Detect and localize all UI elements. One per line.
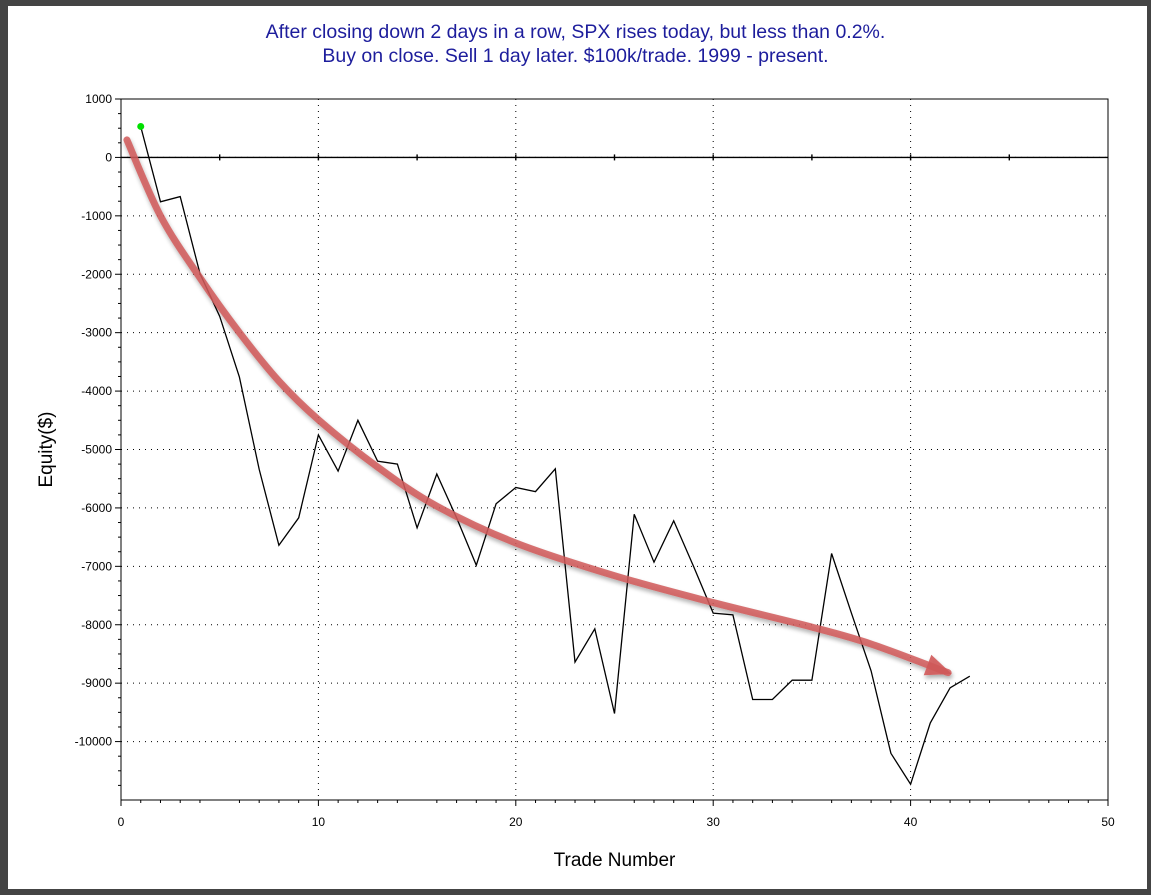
y-tick-label: -7000 xyxy=(81,559,112,573)
start-point-marker xyxy=(137,122,145,130)
equity-line xyxy=(140,126,971,786)
y-tick-label: -2000 xyxy=(81,267,112,281)
x-tick-label: 40 xyxy=(904,815,918,829)
series-layer xyxy=(137,122,971,786)
y-tick-label: 1000 xyxy=(85,92,112,106)
axes: 0 10 20 30 40 50 1000 0 -1000 -2000 -3000 -4000 -500… xyxy=(75,92,1115,829)
chart-title-line-2: Buy on close. Sell 1 day later. $100k/tr… xyxy=(322,45,829,67)
x-tick-label: 10 xyxy=(312,815,326,829)
y-tick-label: -1000 xyxy=(81,209,112,223)
trend-arrow xyxy=(123,136,952,677)
x-tick-label: 20 xyxy=(509,815,523,829)
chart-title: After closing down 2 days in a row, SPX … xyxy=(0,20,1151,68)
x-tick-label: 50 xyxy=(1101,815,1115,829)
y-tick-label: -5000 xyxy=(81,443,112,457)
trend-arrow-layer xyxy=(123,136,952,677)
y-tick-label: -10000 xyxy=(75,735,113,749)
y-tick-label: -9000 xyxy=(81,676,112,690)
x-tick-label: 0 xyxy=(118,815,125,829)
grid xyxy=(121,99,1108,800)
y-tick-label: -6000 xyxy=(81,501,112,515)
x-tick-label: 30 xyxy=(707,815,721,829)
y-axis-title: Equity($) xyxy=(36,411,57,487)
trend-arrow-shaft xyxy=(123,136,952,677)
trend-arrow-head xyxy=(923,654,952,676)
chart-title-line-1: After closing down 2 days in a row, SPX … xyxy=(265,21,886,43)
y-tick-label: -3000 xyxy=(81,326,112,340)
x-axis-title: Trade Number xyxy=(554,850,676,871)
y-tick-label: -4000 xyxy=(81,384,112,398)
y-tick-label: -8000 xyxy=(81,618,112,632)
plot-area-border xyxy=(120,98,1109,801)
y-tick-label: 0 xyxy=(105,150,112,164)
